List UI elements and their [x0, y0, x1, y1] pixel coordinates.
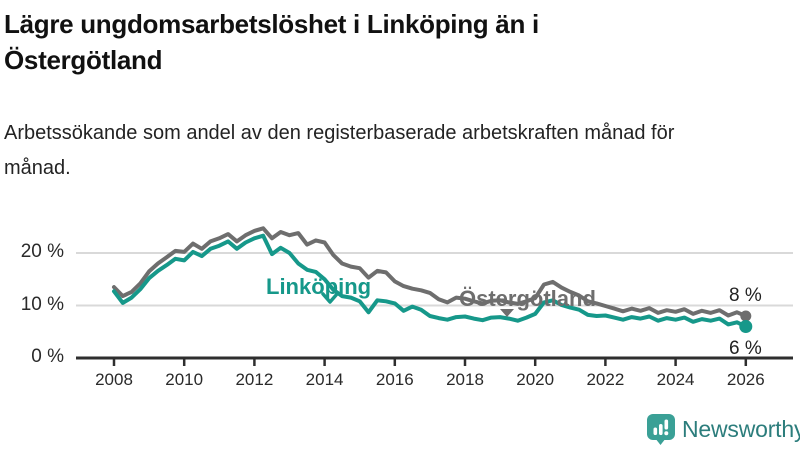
y-tick-label: 10 %: [20, 293, 64, 315]
end-value-label-ostergotland: 8 %: [729, 285, 762, 306]
x-tick-label: 2016: [375, 370, 414, 389]
x-tick-label: 2020: [516, 370, 555, 389]
x-tick-label: 2026: [726, 370, 765, 389]
series-lines: [112, 226, 748, 329]
ostergotland-series-label: Östergötland: [459, 286, 596, 311]
newsworthy-brand-text: Newsworthy: [682, 416, 800, 442]
ostergotland-end-dot: [740, 310, 752, 322]
end-value-label-linkoping: 6 %: [729, 338, 762, 359]
ostergotland-label-pointer-icon: [500, 309, 514, 317]
x-tick-label: 2024: [656, 370, 695, 389]
x-tick-label: 2012: [235, 370, 274, 389]
linkoping-series-label: Linköping: [266, 274, 372, 299]
x-tick-label: 2014: [305, 370, 344, 389]
ostergotland-line: [112, 226, 748, 318]
x-tick-label: 2022: [586, 370, 625, 389]
newsworthy-logo-icon: [647, 414, 675, 445]
end-dots: [739, 310, 753, 333]
linkoping-line: [112, 233, 748, 329]
x-tick-label: 2008: [95, 370, 133, 389]
page-subtitle: Arbetssökande som andel av den registerb…: [4, 122, 675, 179]
x-axis: [76, 356, 793, 366]
linkoping-end-dot: [739, 320, 753, 333]
y-tick-label: 0 %: [31, 346, 64, 367]
y-tick-label: 20 %: [20, 241, 64, 262]
x-tick-label: 2018: [446, 370, 484, 389]
linkoping-label-pointer-icon: [321, 292, 339, 304]
x-tick-label: 2010: [165, 370, 204, 389]
page-title: Lägre ungdomsarbetslöshet i Linköping än…: [4, 9, 539, 75]
